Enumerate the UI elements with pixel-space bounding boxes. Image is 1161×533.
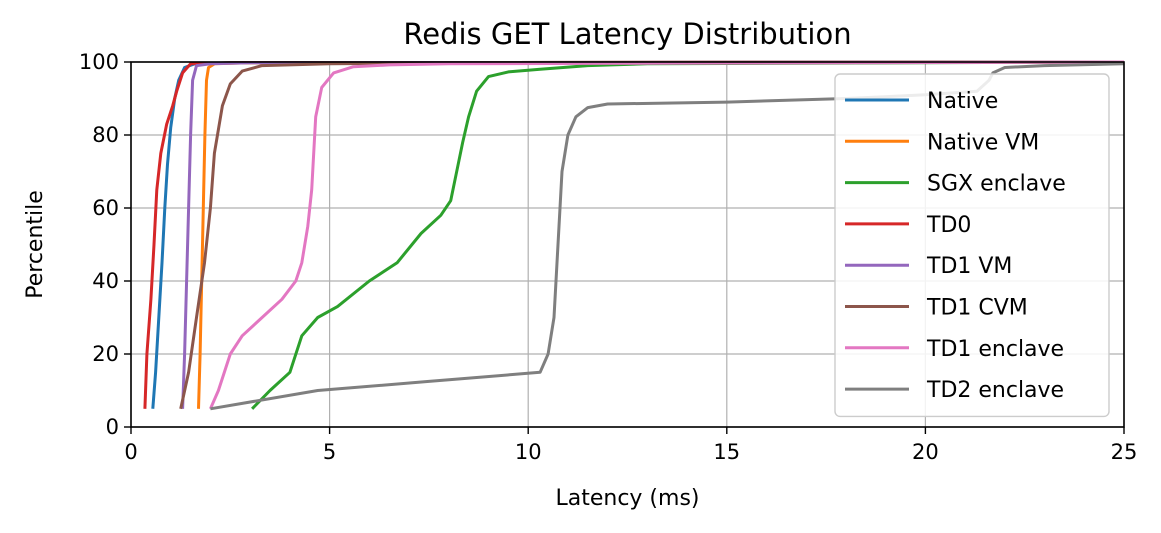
- legend-label: TD2 enclave: [926, 378, 1064, 403]
- y-tick-label: 60: [92, 196, 119, 220]
- legend-label: Native: [927, 89, 998, 114]
- legend: Native Native VM SGX enclave TD0 TD1 VM TD1 C…: [834, 73, 1110, 418]
- legend-label: TD1 enclave: [926, 337, 1064, 362]
- x-tick-label: 0: [124, 440, 137, 464]
- y-tick-label: 80: [92, 123, 119, 147]
- y-tick-label: 100: [79, 50, 119, 74]
- plot-frame: [130, 61, 1125, 428]
- x-tick-label: 25: [1111, 440, 1138, 464]
- chart-title: Redis GET Latency Distribution: [403, 17, 851, 51]
- x-tick-label: 20: [912, 440, 939, 464]
- series-line-td0: [143, 60, 1124, 409]
- legend-label: TD1 VM: [926, 254, 1012, 279]
- legend-label: TD1 CVM: [926, 296, 1028, 321]
- axis-ticks: 0 5 10 15 20 25 0 20 40 60 80 100: [79, 50, 1137, 464]
- x-axis-label: Latency (ms): [555, 486, 699, 511]
- legend-label: SGX enclave: [927, 172, 1066, 197]
- x-tick-label: 10: [515, 440, 542, 464]
- series-line-td1-vm: [181, 60, 1124, 409]
- series-line-td1-cvm: [179, 60, 1124, 410]
- x-tick-label: 15: [713, 440, 740, 464]
- y-tick-label: 0: [106, 415, 119, 439]
- y-tick-label: 40: [92, 269, 119, 293]
- legend-label: Native VM: [927, 130, 1039, 155]
- legend-box: [834, 73, 1110, 418]
- series-lines: [143, 60, 1124, 411]
- x-tick-label: 5: [323, 440, 336, 464]
- y-tick-label: 20: [92, 342, 119, 366]
- series-line-sgx-enclave: [251, 60, 1124, 410]
- y-axis-label: Percentile: [23, 190, 48, 299]
- series-line-td1-enclave: [209, 60, 1124, 410]
- legend-label: TD0: [926, 213, 971, 238]
